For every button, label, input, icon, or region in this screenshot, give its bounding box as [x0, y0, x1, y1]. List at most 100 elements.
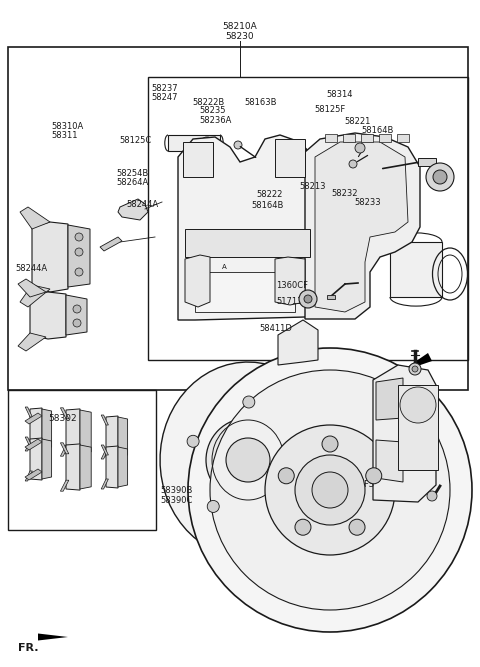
Circle shape	[251, 205, 265, 219]
Circle shape	[295, 455, 365, 525]
Circle shape	[433, 170, 447, 184]
Circle shape	[73, 319, 81, 327]
Polygon shape	[60, 408, 69, 419]
Circle shape	[400, 387, 436, 423]
Text: 58264A: 58264A	[117, 177, 149, 187]
Text: 58213: 58213	[299, 182, 325, 191]
Bar	[195, 272, 295, 312]
Text: 58163B: 58163B	[245, 97, 277, 107]
Polygon shape	[20, 285, 50, 307]
Polygon shape	[80, 410, 91, 454]
Circle shape	[409, 363, 421, 375]
Bar	[343, 134, 355, 142]
Circle shape	[187, 436, 199, 448]
Circle shape	[207, 500, 219, 512]
Polygon shape	[25, 437, 32, 447]
Circle shape	[412, 366, 418, 372]
Circle shape	[75, 268, 83, 276]
Bar	[327, 295, 335, 299]
Polygon shape	[376, 378, 403, 420]
Polygon shape	[101, 449, 108, 459]
Polygon shape	[32, 222, 68, 292]
Polygon shape	[178, 135, 318, 320]
Circle shape	[204, 141, 211, 147]
Polygon shape	[185, 255, 210, 307]
Polygon shape	[42, 439, 52, 479]
Polygon shape	[25, 471, 32, 481]
Polygon shape	[25, 439, 42, 450]
Text: 58222B: 58222B	[192, 97, 224, 107]
Polygon shape	[376, 440, 403, 482]
Polygon shape	[80, 445, 91, 489]
Polygon shape	[66, 444, 80, 490]
Polygon shape	[160, 362, 336, 558]
Text: 1220FS: 1220FS	[343, 480, 374, 489]
Polygon shape	[106, 416, 118, 458]
Text: 58254B: 58254B	[117, 169, 149, 178]
Bar	[379, 134, 391, 142]
Polygon shape	[101, 445, 108, 455]
Polygon shape	[60, 443, 69, 454]
Text: 58233: 58233	[354, 197, 381, 207]
Bar	[390, 242, 442, 297]
Polygon shape	[373, 365, 436, 502]
Bar	[275, 139, 305, 177]
Text: 58244A: 58244A	[15, 263, 47, 273]
Polygon shape	[275, 257, 305, 305]
Polygon shape	[20, 207, 50, 229]
Text: 58236A: 58236A	[199, 115, 231, 125]
Polygon shape	[66, 295, 87, 335]
Text: 58390C: 58390C	[161, 496, 193, 505]
Text: 58232: 58232	[331, 189, 358, 198]
Polygon shape	[18, 333, 46, 351]
Polygon shape	[68, 225, 90, 287]
Bar	[418, 158, 436, 166]
Polygon shape	[30, 438, 42, 480]
Circle shape	[299, 290, 317, 308]
Text: A: A	[222, 264, 227, 270]
Circle shape	[251, 170, 265, 184]
Text: 58221: 58221	[345, 117, 371, 126]
Circle shape	[427, 491, 437, 501]
Bar	[397, 134, 409, 142]
Text: 58310A: 58310A	[52, 122, 84, 131]
Text: FR.: FR.	[18, 644, 39, 653]
Circle shape	[349, 160, 357, 168]
Circle shape	[243, 396, 255, 408]
Circle shape	[276, 502, 288, 514]
Polygon shape	[400, 353, 432, 372]
Text: 58164B: 58164B	[251, 201, 283, 210]
Circle shape	[75, 248, 83, 256]
Circle shape	[245, 164, 271, 190]
Circle shape	[200, 137, 214, 151]
Circle shape	[188, 348, 472, 632]
Circle shape	[298, 437, 310, 449]
Polygon shape	[315, 142, 408, 312]
Polygon shape	[118, 199, 148, 220]
Bar	[148, 77, 468, 360]
Bar	[183, 142, 213, 177]
Bar	[325, 134, 337, 142]
Polygon shape	[118, 417, 128, 457]
Text: 58390B: 58390B	[161, 486, 193, 496]
Polygon shape	[25, 469, 42, 480]
Circle shape	[226, 438, 270, 482]
Polygon shape	[101, 415, 108, 425]
Polygon shape	[106, 446, 118, 488]
Polygon shape	[18, 279, 46, 297]
Polygon shape	[101, 479, 108, 489]
Text: 1360CF: 1360CF	[276, 281, 308, 290]
Polygon shape	[25, 441, 32, 451]
Circle shape	[295, 519, 311, 535]
Text: 58311: 58311	[52, 131, 78, 140]
Polygon shape	[42, 409, 52, 449]
Circle shape	[206, 418, 290, 502]
Text: 58237: 58237	[151, 84, 178, 93]
Text: 51711: 51711	[276, 297, 302, 306]
Bar	[398, 385, 438, 470]
Text: 58247: 58247	[151, 93, 178, 102]
Circle shape	[73, 305, 81, 313]
Text: 58164B: 58164B	[361, 125, 394, 135]
Circle shape	[210, 370, 450, 610]
Polygon shape	[38, 634, 68, 640]
